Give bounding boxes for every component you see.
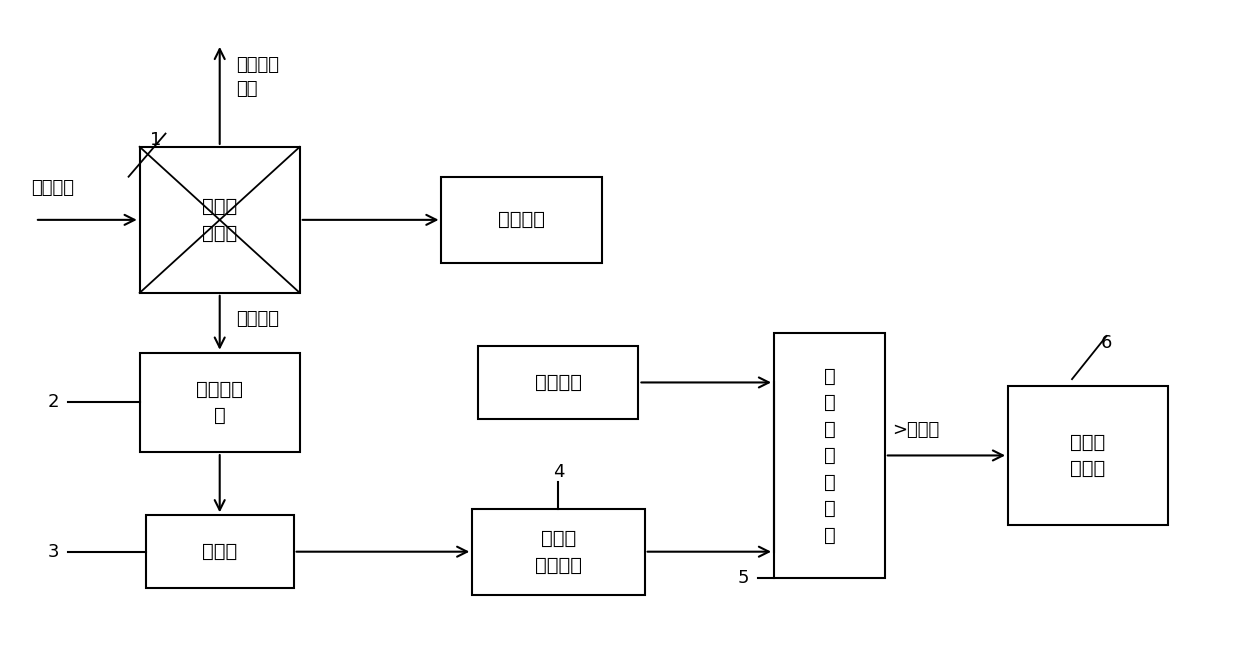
Text: 4: 4 [553,463,564,481]
Text: 电
压
比
较
器
电
路: 电 压 比 较 器 电 路 [823,366,836,544]
Text: 1: 1 [150,131,161,149]
Text: 反射信号: 反射信号 [236,310,279,329]
Bar [472,509,645,595]
Text: 5: 5 [738,569,749,587]
Bar [774,333,885,578]
Text: 信号功率
检测: 信号功率 检测 [236,56,279,98]
Text: 射频输出: 射频输出 [498,210,544,229]
Bar [1008,386,1168,525]
Text: 6: 6 [1101,333,1112,351]
Bar [479,346,639,419]
Text: 电压基准: 电压基准 [534,373,582,392]
Text: 检波器: 检波器 [202,542,237,561]
Text: 故障锁
存电路: 故障锁 存电路 [1070,433,1106,478]
Text: 射频信号: 射频信号 [31,179,74,197]
Text: 同轴衰减
器: 同轴衰减 器 [196,380,243,425]
Text: 双定向
耦合器: 双定向 耦合器 [202,197,237,243]
Bar [140,353,300,452]
Text: 3: 3 [47,543,60,560]
Bar [441,177,601,263]
Text: 2: 2 [47,393,60,411]
Bar [146,515,294,588]
Text: 运算放
大器电路: 运算放 大器电路 [534,529,582,575]
Text: >门限值: >门限值 [893,421,940,439]
Bar [140,147,300,293]
